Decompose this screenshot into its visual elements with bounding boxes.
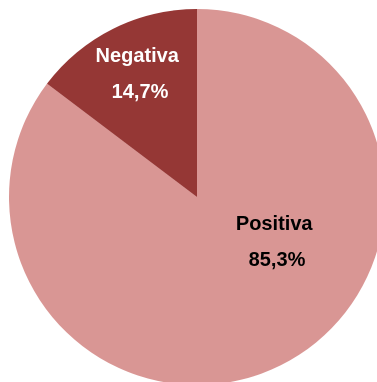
slice-label-positiva: Positiva 85,3%	[236, 213, 318, 271]
slice-negativa	[47, 9, 198, 197]
slice-label-positiva-value: 85,3%	[249, 249, 306, 271]
labels-group: Positiva 85,3% Negativa 14,7%	[96, 45, 318, 271]
slice-label-negativa-name: Negativa	[96, 45, 180, 67]
slices-group	[9, 9, 377, 382]
slice-label-positiva-name: Positiva	[236, 213, 314, 235]
slice-positiva	[9, 9, 377, 382]
slice-label-negativa-value: 14,7%	[112, 81, 169, 103]
slice-label-negativa: Negativa 14,7%	[96, 45, 185, 103]
